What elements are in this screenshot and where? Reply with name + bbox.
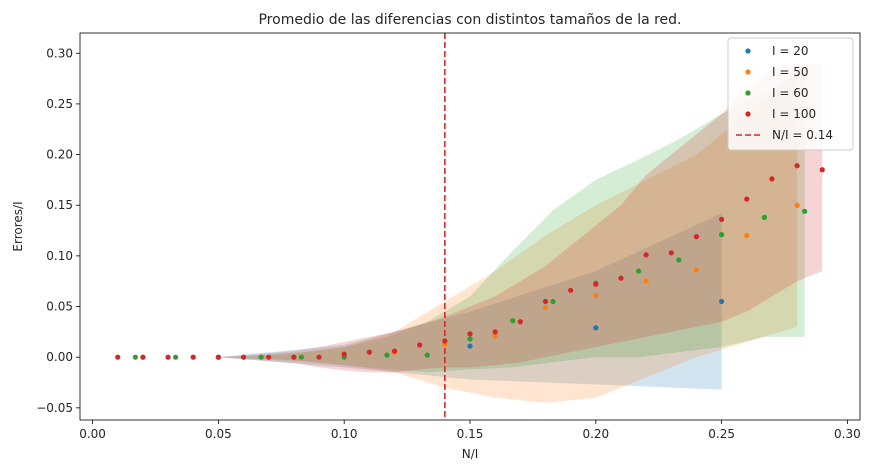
point-series-3 — [165, 354, 171, 360]
data-points — [115, 163, 825, 360]
x-tick-label: 0.25 — [708, 427, 735, 441]
legend-marker — [745, 69, 751, 75]
x-axis: 0.00 0.05 0.10 0.15 0.20 0.25 0.30 — [79, 420, 861, 441]
point-series-1 — [492, 333, 498, 339]
legend-label: I = 20 — [772, 44, 809, 58]
point-series-2 — [802, 208, 808, 214]
point-series-3 — [568, 287, 574, 293]
y-tick-label: 0.05 — [46, 300, 73, 314]
point-series-2 — [635, 268, 642, 274]
point-series-3 — [467, 331, 473, 337]
y-axis-label: Errores/I — [11, 201, 25, 251]
point-series-3 — [215, 354, 221, 360]
point-series-3 — [492, 329, 498, 335]
point-series-3 — [794, 163, 800, 169]
point-series-3 — [668, 250, 674, 256]
point-series-1 — [593, 292, 599, 298]
point-series-2 — [173, 354, 179, 360]
point-series-3 — [517, 319, 523, 325]
legend-marker — [745, 90, 751, 96]
point-series-3 — [341, 351, 347, 357]
point-series-2 — [676, 257, 682, 263]
point-series-3 — [618, 275, 624, 281]
point-series-0 — [719, 298, 725, 305]
y-tick-label: −0.05 — [36, 401, 73, 415]
point-series-1 — [542, 304, 549, 311]
point-series-0 — [593, 325, 599, 331]
point-series-0 — [467, 343, 473, 349]
point-series-3 — [542, 298, 549, 305]
x-tick-label: 0.15 — [457, 427, 484, 441]
point-series-2 — [384, 352, 390, 358]
band-series-3 — [117, 63, 823, 373]
point-series-1 — [643, 278, 649, 284]
legend-label: I = 100 — [772, 107, 816, 121]
point-series-3 — [693, 234, 700, 240]
point-series-3 — [366, 349, 372, 355]
point-series-3 — [442, 338, 448, 344]
confidence-bands — [117, 63, 823, 403]
y-axis: −0.05 0.00 0.05 0.10 0.15 0.20 0.25 0.30 — [36, 46, 80, 415]
band-series-0 — [218, 213, 722, 390]
legend-marker — [745, 111, 751, 117]
point-series-2 — [510, 318, 516, 324]
x-tick-label: 0.05 — [205, 427, 232, 441]
x-axis-label: N/I — [462, 447, 479, 461]
point-series-3 — [316, 354, 322, 360]
point-series-3 — [769, 176, 775, 182]
legend-marker — [745, 48, 751, 54]
point-series-3 — [190, 354, 196, 360]
y-tick-label: 0.00 — [46, 350, 73, 364]
y-tick-label: 0.10 — [46, 249, 73, 263]
point-series-2 — [761, 214, 767, 220]
point-series-1 — [794, 202, 800, 208]
point-series-3 — [593, 281, 599, 287]
point-series-1 — [693, 267, 700, 273]
x-tick-label: 0.10 — [331, 427, 358, 441]
point-series-3 — [391, 348, 398, 354]
y-tick-label: 0.15 — [46, 198, 73, 212]
y-tick-label: 0.25 — [46, 97, 73, 111]
band-series-1 — [142, 73, 798, 403]
point-series-3 — [417, 342, 423, 348]
point-series-2 — [424, 352, 430, 358]
point-series-1 — [744, 233, 750, 239]
legend-label: N/I = 0.14 — [772, 128, 833, 142]
point-series-3 — [744, 196, 750, 202]
chart-title: Promedio de las diferencias con distinto… — [258, 12, 681, 28]
point-series-3 — [643, 252, 649, 258]
band-series-2 — [135, 68, 805, 373]
point-series-2 — [132, 354, 138, 360]
point-series-3 — [266, 354, 272, 360]
x-tick-label: 0.00 — [79, 427, 106, 441]
point-series-2 — [258, 354, 264, 360]
point-series-3 — [291, 354, 297, 360]
point-series-3 — [719, 216, 725, 223]
x-tick-label: 0.30 — [834, 427, 861, 441]
point-series-3 — [819, 167, 825, 173]
y-tick-label: 0.20 — [46, 148, 73, 162]
legend-label: I = 50 — [772, 65, 809, 79]
point-series-2 — [550, 298, 556, 305]
legend-box — [727, 37, 854, 151]
point-series-3 — [115, 354, 121, 360]
point-series-3 — [140, 354, 146, 360]
legend: I = 20 I = 50 I = 60 I = 100 N/I = 0.14 — [727, 37, 854, 151]
point-series-2 — [467, 336, 473, 342]
legend-label: I = 60 — [772, 86, 809, 100]
x-tick-label: 0.20 — [582, 427, 609, 441]
point-series-2 — [719, 232, 725, 238]
point-series-2 — [298, 354, 305, 360]
y-tick-label: 0.30 — [46, 46, 73, 60]
point-series-3 — [240, 354, 247, 360]
